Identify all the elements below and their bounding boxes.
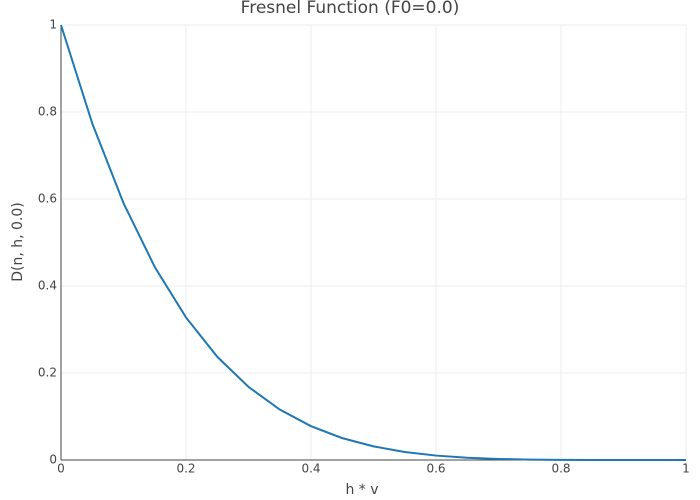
y-tick-label: 0.2 — [38, 366, 57, 380]
x-axis-label: h * v — [345, 482, 378, 498]
x-tick-label: 0.2 — [176, 462, 195, 476]
y-tick-label: 0.6 — [38, 192, 57, 206]
y-axis-label: D(n, h, 0.0) — [10, 202, 26, 282]
chart-title: Fresnel Function (F0=0.0) — [241, 0, 460, 18]
x-tick-label: 0.6 — [426, 462, 445, 476]
y-tick-label: 0 — [49, 453, 57, 467]
x-tick-label: 0.4 — [301, 462, 320, 476]
data-line — [60, 24, 686, 461]
y-tick-label: 0.4 — [38, 279, 57, 293]
y-tick-label: 1 — [49, 18, 57, 32]
y-tick-label: 0.8 — [38, 105, 57, 119]
x-tick-label: 0 — [57, 462, 65, 476]
x-tick-label: 1 — [682, 462, 690, 476]
x-tick-label: 0.8 — [551, 462, 570, 476]
